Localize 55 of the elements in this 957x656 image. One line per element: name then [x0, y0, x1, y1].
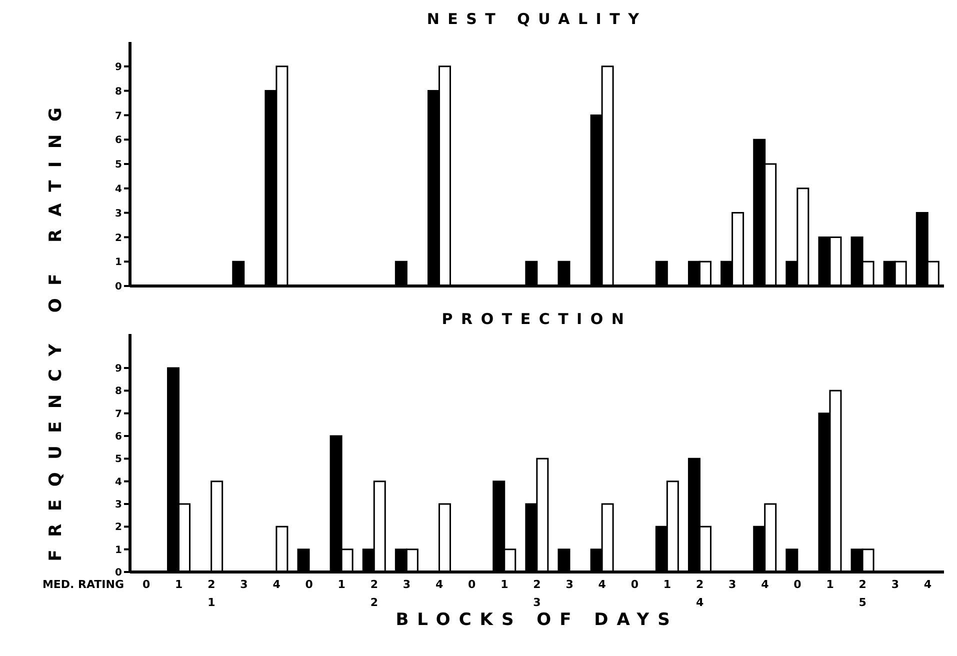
x-tick-label: 4	[761, 578, 770, 591]
x-tick-label: 4	[272, 578, 281, 591]
y-tick-label: 7	[115, 110, 122, 122]
x-tick-label: 1	[663, 578, 672, 591]
text: 3	[532, 596, 542, 609]
x-tick-label: 4	[435, 578, 444, 591]
y-tick-label: 1	[115, 257, 122, 268]
chart-title: PROTECTION	[440, 310, 634, 328]
y-tick-label: 8	[115, 386, 122, 398]
y-tick-label: 0	[115, 568, 122, 579]
x-tick-label: 1	[500, 578, 508, 591]
x-tick-label: 3	[402, 578, 411, 591]
text: MED. RATING	[41, 578, 124, 591]
x-tick-label: 1	[175, 578, 183, 591]
text: 5	[858, 596, 868, 609]
y-tick-label: 7	[115, 408, 122, 420]
x-tick-label: 0	[305, 578, 314, 591]
y-axis-title: FREQUENCY OF RATING	[46, 94, 66, 562]
x-tick-label: 1	[338, 578, 346, 591]
x-tick-label: 0	[468, 578, 476, 591]
x-tick-label: 3	[240, 578, 248, 591]
text: 1	[206, 596, 216, 609]
x-tick-label: 3	[566, 578, 574, 591]
y-tick-label: 2	[115, 522, 122, 534]
x-tick-label: 2	[208, 578, 216, 591]
x-tick-label: 2	[858, 578, 866, 591]
y-tick-label: 5	[115, 454, 122, 466]
y-tick-label: 9	[115, 364, 122, 375]
y-tick-label: 4	[115, 184, 122, 195]
x-tick-label: 3	[891, 578, 899, 591]
x-tick-label: 1	[826, 578, 834, 591]
x-tick-label: 2	[533, 578, 541, 591]
x-axis-title: BLOCKS OF DAYS	[394, 610, 680, 630]
y-tick-label: 4	[115, 476, 122, 488]
y-tick-label: 2	[115, 232, 122, 244]
y-tick-label: 6	[115, 135, 122, 146]
chart-title: NEST QUALITY	[426, 10, 648, 28]
y-tick-label: 6	[115, 432, 122, 443]
x-tick-label: 3	[728, 578, 736, 591]
text: 4	[694, 596, 705, 609]
y-tick-label: 0	[115, 282, 122, 293]
y-tick-label: 3	[115, 500, 122, 511]
x-tick-label: 4	[598, 578, 606, 591]
x-tick-label: 2	[370, 578, 378, 591]
y-tick-label: 8	[115, 86, 122, 98]
x-tick-label: 0	[142, 578, 150, 591]
y-tick-label: 9	[115, 62, 122, 73]
y-tick-label: 5	[115, 160, 122, 171]
text: 2	[369, 596, 380, 609]
x-tick-label: 0	[794, 578, 802, 591]
y-tick-label: 3	[115, 208, 122, 220]
x-tick-label: 0	[630, 578, 639, 591]
x-tick-label: 2	[696, 578, 704, 591]
x-tick-label: 4	[924, 578, 932, 591]
y-tick-label: 1	[115, 544, 122, 556]
